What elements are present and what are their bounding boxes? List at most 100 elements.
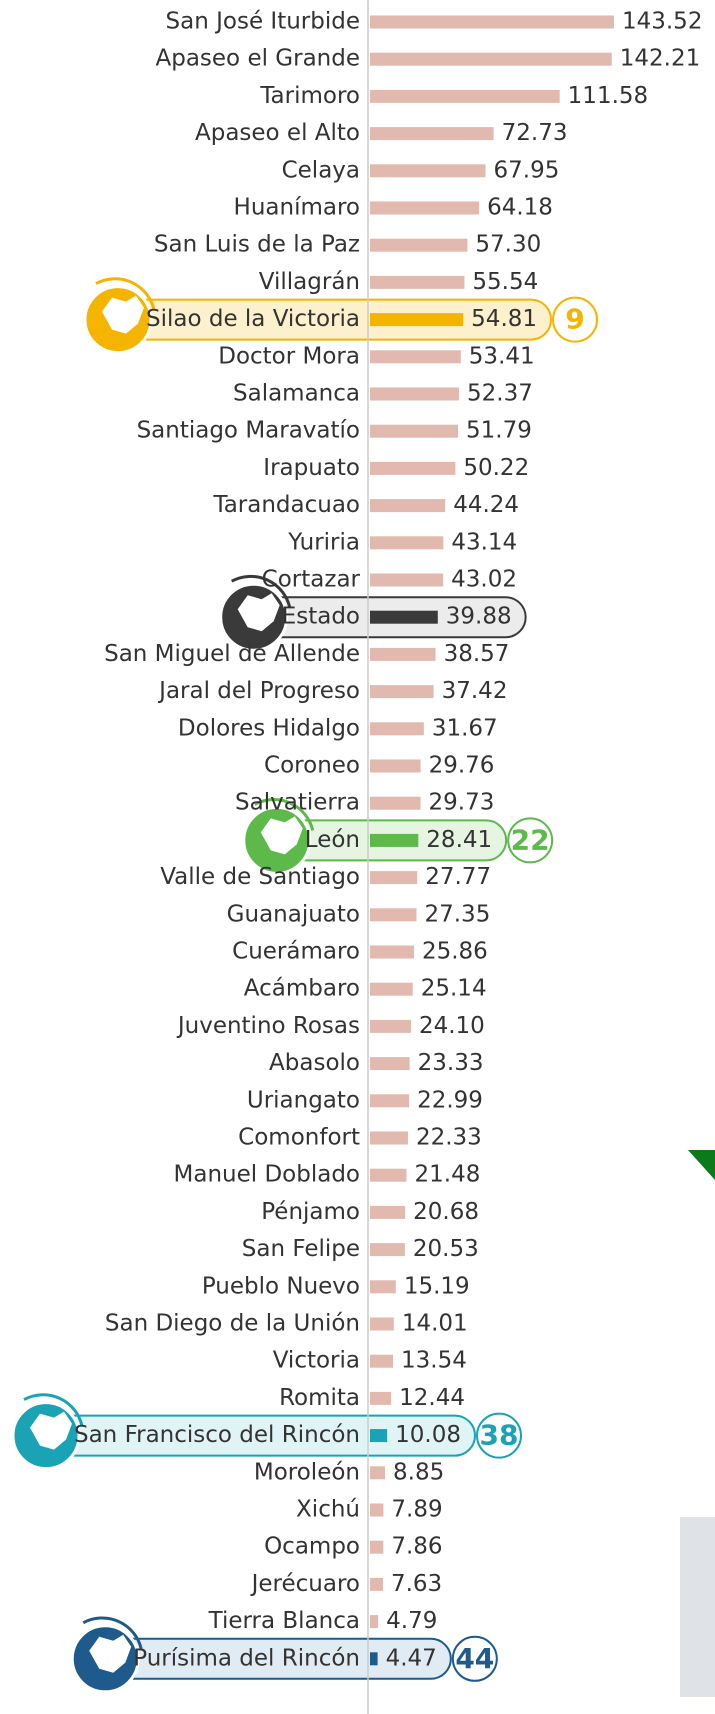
category-label: León (305, 827, 360, 853)
category-label: Pénjamo (261, 1199, 360, 1225)
rank-badge (451, 1635, 498, 1682)
category-label: Comonfort (238, 1125, 360, 1151)
bar (370, 1354, 394, 1368)
category-label: San Luis de la Paz (154, 232, 360, 258)
bar (370, 796, 421, 810)
value-label: 27.35 (424, 901, 490, 927)
bar (370, 1652, 378, 1666)
category-label: Coroneo (264, 753, 360, 779)
category-label: Manuel Doblado (174, 1162, 360, 1188)
category-label: Uriangato (247, 1087, 360, 1113)
category-label: Celaya (282, 157, 360, 183)
category-label: Victoria (273, 1348, 360, 1374)
value-label: 22.33 (416, 1125, 482, 1151)
value-label: 14.01 (402, 1311, 468, 1337)
category-label: Cuerámaro (232, 939, 360, 965)
icon-arc (95, 277, 156, 310)
category-label: Romita (279, 1385, 360, 1411)
value-label: 13.54 (401, 1348, 467, 1374)
bar (370, 387, 460, 401)
decor-panel (680, 1517, 715, 1697)
bar (370, 833, 419, 847)
bar (370, 685, 434, 699)
bar (370, 1057, 410, 1071)
bar (370, 201, 480, 215)
bar (370, 573, 444, 587)
value-label: 31.67 (432, 715, 498, 741)
bar (370, 461, 456, 475)
bar (370, 1317, 394, 1331)
value-label: 27.77 (425, 864, 491, 890)
bar (370, 647, 436, 661)
icon-shape (89, 1634, 132, 1673)
bar (370, 164, 486, 178)
rank-number: 44 (455, 1642, 494, 1675)
value-label: 8.85 (393, 1459, 444, 1485)
bar (370, 1577, 383, 1591)
bar (370, 424, 459, 438)
value-label: 23.33 (418, 1050, 484, 1076)
bar (370, 1503, 384, 1517)
category-label: Tierra Blanca (208, 1608, 360, 1634)
value-label: 7.86 (391, 1534, 442, 1560)
bar (370, 15, 614, 29)
category-label: Jerécuaro (250, 1571, 360, 1597)
value-label: 29.73 (429, 790, 495, 816)
value-label: 44.24 (453, 492, 519, 518)
category-label: Salvatierra (235, 790, 360, 816)
bar (370, 536, 444, 550)
category-label: Ocampo (264, 1534, 360, 1560)
value-label: 50.22 (463, 455, 529, 481)
category-label: Guanajuato (227, 901, 360, 927)
value-label: 43.14 (451, 529, 517, 555)
value-label: 4.79 (386, 1608, 437, 1634)
icon-shape (237, 593, 280, 632)
bar (370, 1019, 411, 1033)
category-label: Irapuato (263, 455, 360, 481)
value-label: 143.52 (622, 9, 702, 35)
bar (370, 1205, 406, 1219)
value-label: 25.14 (421, 976, 487, 1002)
category-label: Villagrán (259, 269, 360, 295)
value-label: 12.44 (399, 1385, 465, 1411)
category-label: San Miguel de Allende (104, 641, 360, 667)
icon-shape (29, 1411, 72, 1450)
category-label: Santiago Maravatío (137, 418, 360, 444)
icon-arc (254, 798, 315, 831)
category-label: Apaseo el Alto (195, 120, 360, 146)
bar (370, 499, 446, 513)
value-label: 111.58 (568, 83, 648, 109)
category-label: Cortazar (262, 567, 361, 593)
value-label: 39.88 (446, 604, 512, 630)
value-label: 37.42 (442, 678, 508, 704)
value-label: 55.54 (472, 269, 538, 295)
value-label: 38.57 (444, 641, 510, 667)
value-label: 29.76 (429, 753, 495, 779)
category-label: Juventino Rosas (176, 1013, 360, 1039)
value-label: 21.48 (415, 1162, 481, 1188)
category-label: Tarandacuao (212, 492, 360, 518)
bar (370, 759, 421, 773)
icon-shape (101, 295, 144, 334)
value-label: 67.95 (494, 157, 560, 183)
category-label: Estado (282, 604, 360, 630)
bar (370, 350, 461, 364)
icon-arc (23, 1393, 84, 1426)
value-label: 28.41 (426, 827, 492, 853)
category-label: Huanímaro (234, 195, 360, 221)
bar (370, 1615, 379, 1629)
bar (370, 1391, 392, 1405)
bar (370, 908, 417, 922)
rank-badge (475, 1412, 522, 1459)
category-label: San Felipe (242, 1236, 360, 1262)
bar (370, 1466, 386, 1480)
bar (370, 1131, 408, 1145)
category-label: Dolores Hidalgo (178, 715, 360, 741)
bar (370, 127, 494, 141)
value-label: 25.86 (422, 939, 488, 965)
icon-shape (260, 816, 303, 855)
bar (370, 871, 418, 885)
bar (370, 1168, 407, 1182)
category-label: Yuriria (287, 529, 360, 555)
